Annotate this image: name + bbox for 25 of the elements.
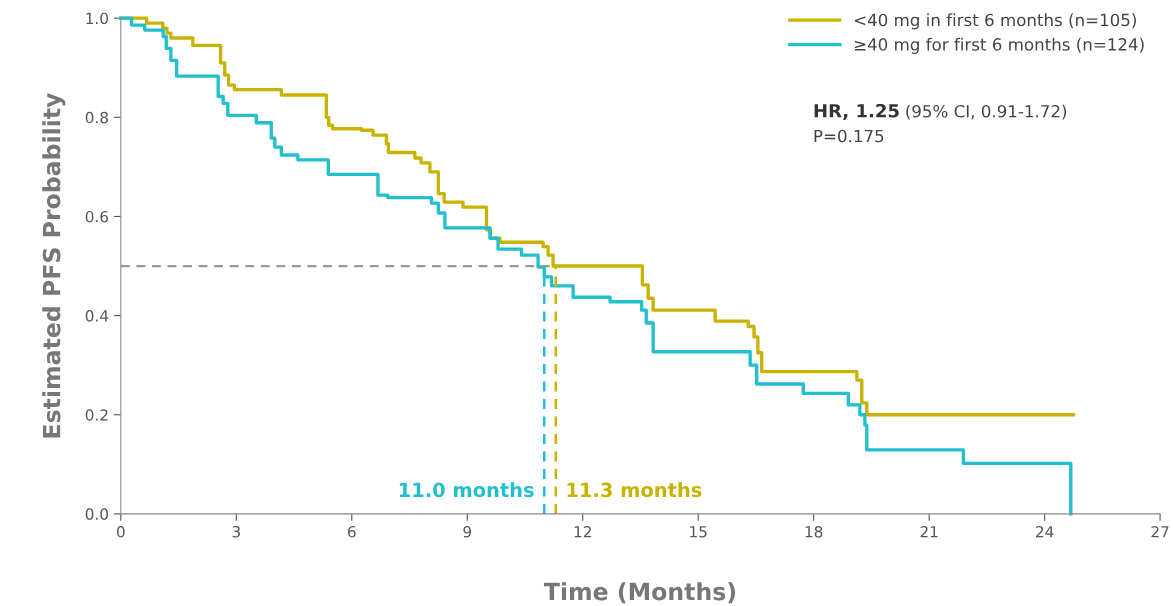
x-tick-label: 3	[232, 525, 240, 538]
x-axis-title: Time (Months)	[543, 582, 736, 604]
y-tick-label: 0.4	[85, 310, 109, 322]
x-tick-label: 21	[920, 525, 938, 538]
x-tick-label: 18	[805, 525, 823, 538]
y-tick-label: 0.6	[85, 210, 109, 223]
annotation: (95% CI, 0.91-1.72)	[906, 104, 1067, 120]
x-tick-label: 15	[690, 526, 707, 538]
annotation: P=0.175	[814, 129, 884, 143]
y-tick-label: 0.2	[85, 409, 108, 421]
annotation: HR, 1.25	[814, 103, 899, 120]
x-tick-label: 24	[1036, 525, 1054, 538]
legend-label: <40 mg in first 6 months (n=105)	[854, 13, 1136, 30]
y-axis-title: Estimated PFS Probability	[42, 92, 66, 438]
legend-label: ≥40 mg for first 6 months (n=124)	[854, 37, 1144, 54]
y-tick-label: 1.0	[86, 12, 108, 25]
x-tick-label: 6	[347, 525, 356, 538]
x-tick-label: 0	[116, 525, 125, 538]
ref-line-label: 11.3 months	[567, 482, 702, 498]
x-tick-label: 12	[574, 525, 591, 538]
y-tick-label: 0.0	[85, 508, 108, 520]
y-tick-label: 0.8	[85, 111, 108, 124]
x-tick-label: 27	[1151, 525, 1169, 538]
x-tick-label: 9	[463, 525, 472, 538]
ref-line-label: 11.0 months	[399, 482, 534, 498]
